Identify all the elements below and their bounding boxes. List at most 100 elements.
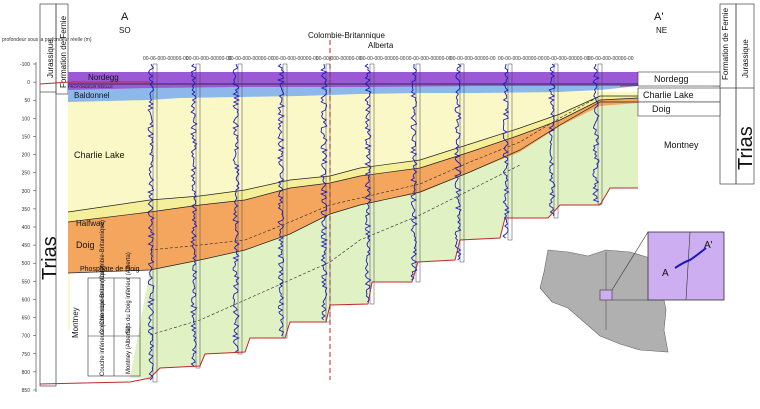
section-start-direction: SO xyxy=(119,26,131,35)
well: 00-00-000-00000-00 xyxy=(450,56,496,263)
section-end-direction: NE xyxy=(656,26,667,35)
well-gamma-log xyxy=(147,63,156,381)
left-strat-columns: Jurassique Formation de Fernie Trias xyxy=(39,3,69,387)
well-borehole xyxy=(553,63,559,219)
well-label: 00-00-000-00000-00 xyxy=(498,56,544,62)
inset-start-label: A xyxy=(662,268,669,279)
label-montney-left: Montney xyxy=(71,307,80,338)
section-end-letter: A' xyxy=(654,11,663,23)
label-upper-montney-bc: Couche supérieure (Colombie-Britannique) xyxy=(100,220,106,334)
depth-tick-label: 0 xyxy=(27,80,30,86)
left-formation-label: Formation de Fernie xyxy=(59,15,68,88)
well: 00-00-000-00000-00 xyxy=(316,56,362,323)
well-gamma-log xyxy=(547,63,556,217)
depth-tick-label: 350 xyxy=(22,207,31,213)
well: 00-00-000-00000-00 xyxy=(498,56,544,241)
label-datum: PROFONDEUR RÉELLE xyxy=(68,84,113,89)
label-charlie-lake-left: Charlie Lake xyxy=(74,150,125,160)
section-start-letter: A xyxy=(121,11,129,23)
well-borehole xyxy=(195,63,201,369)
label-montney-ab: Montney (Alberta) xyxy=(126,326,132,374)
well: 00-00-000-00000-00 xyxy=(186,56,232,369)
well: 00-00-000-00000-00 xyxy=(588,56,634,205)
well: 00-00-000-00000-00 xyxy=(228,56,274,355)
inset-map: A A' xyxy=(539,231,725,353)
well-gamma-log xyxy=(409,64,418,281)
right-period-label: Jurassique xyxy=(741,39,750,78)
well-label: 00-00-000-00000-00 xyxy=(228,56,274,62)
well: 00-00-000-00000-00 xyxy=(406,56,452,283)
well-label: 00-00-000-00000-00 xyxy=(588,56,634,62)
label-doig-right: Doig xyxy=(652,104,671,114)
well-label: 00-00-000-00000-00 xyxy=(544,56,590,62)
left-unit-labels: Nordegg PROFONDEUR RÉELLE Baldonnel Char… xyxy=(68,73,140,338)
label-doig-left: Doig xyxy=(76,240,95,250)
depth-tick-label: 750 xyxy=(22,352,31,358)
well-borehole xyxy=(597,63,603,205)
nordegg-unit xyxy=(68,72,638,90)
well-gamma-log xyxy=(454,63,462,261)
well-borehole xyxy=(237,63,243,355)
well: 00-00-000-00000-00 xyxy=(360,56,406,305)
well-label: 00-00-000-00000-00 xyxy=(186,56,232,62)
depth-axis: profondeur sous la profondeur réelle (m)… xyxy=(2,37,92,394)
well-label: 00-06-000-00000-00 xyxy=(143,56,189,62)
right-unit-labels: Nordegg Charlie Lake Doig Montney xyxy=(637,71,721,150)
well-label: 00-00-000-00000-00 xyxy=(273,56,319,62)
depth-tick-label: -100 xyxy=(20,62,30,68)
well-borehole xyxy=(152,63,158,383)
inset-end-label: A' xyxy=(704,240,713,251)
well: 00-00-000-00000-00 xyxy=(544,56,590,219)
label-doig-silts: Silts du Doig inférieur (Alberta) xyxy=(126,252,132,334)
well-borehole xyxy=(459,63,465,263)
well-borehole xyxy=(282,63,288,339)
depth-tick-label: 250 xyxy=(22,171,31,177)
depth-tick-label: 300 xyxy=(22,189,31,195)
well-borehole xyxy=(325,63,331,323)
depth-tick-label: 200 xyxy=(22,153,31,159)
left-period-label: Jurassique xyxy=(46,39,55,78)
depth-tick-label: 650 xyxy=(22,316,31,322)
label-lower-montney-bc: Couche inférieure (Colombie-Britannique) xyxy=(100,265,106,376)
cross-section-body xyxy=(39,40,721,385)
well-borehole xyxy=(369,63,375,305)
depth-ticks: -100 0 50 100 150 200 250 300 350 400 450 500 550 600… xyxy=(20,62,36,394)
label-halfway: Halfway xyxy=(76,219,104,228)
well-label: 00-00-000-00000-00 xyxy=(360,56,406,62)
depth-tick-label: 50 xyxy=(24,98,30,104)
baldonnel-unit xyxy=(68,84,638,102)
well-label: 00-00-000-00000-00 xyxy=(406,56,452,62)
well-gamma-log xyxy=(276,63,286,337)
doig-unit xyxy=(68,98,638,273)
depth-axis-title: profondeur sous la profondeur réelle (m) xyxy=(2,37,92,43)
halfway-unit xyxy=(68,96,638,222)
label-charlie-lake-right: Charlie Lake xyxy=(643,90,694,100)
label-montney-right: Montney xyxy=(664,140,699,150)
well-gamma-log xyxy=(190,63,198,367)
well-label: 00-00-000-00000-00 xyxy=(450,56,496,62)
right-formation-label: Formation de Fernie xyxy=(721,7,730,80)
border-left-label: Colombie-Britannique xyxy=(308,31,385,40)
left-system-label: Trias xyxy=(39,236,61,280)
depth-tick-label: 600 xyxy=(22,297,31,303)
depth-tick-label: 800 xyxy=(22,370,31,376)
well-gamma-log xyxy=(502,63,510,239)
well-logs: 00-06-000-00000-0000-00-000-00000-0000-0… xyxy=(143,56,634,383)
well-gamma-log xyxy=(231,63,241,353)
label-doig-phosphate: Phosphate de Doig xyxy=(80,266,140,273)
depth-tick-label: 700 xyxy=(22,334,31,340)
well-borehole xyxy=(415,63,421,283)
montney-unit xyxy=(130,102,638,378)
depth-tick-label: 100 xyxy=(22,116,31,122)
label-baldonnel: Baldonnel xyxy=(74,91,110,100)
depth-tick-label: 550 xyxy=(22,279,31,285)
well: 00-00-000-00000-00 xyxy=(273,56,319,339)
well-label: 00-00-000-00000-00 xyxy=(316,56,362,62)
border-right-label: Alberta xyxy=(368,41,394,50)
depth-tick-label: 850 xyxy=(22,388,31,394)
well-gamma-log xyxy=(364,63,372,303)
depth-tick-label: 400 xyxy=(22,225,31,231)
montney-subunits: Couche supérieure (Colombie-Britannique)… xyxy=(87,220,141,377)
right-system-label: Trias xyxy=(735,126,757,170)
